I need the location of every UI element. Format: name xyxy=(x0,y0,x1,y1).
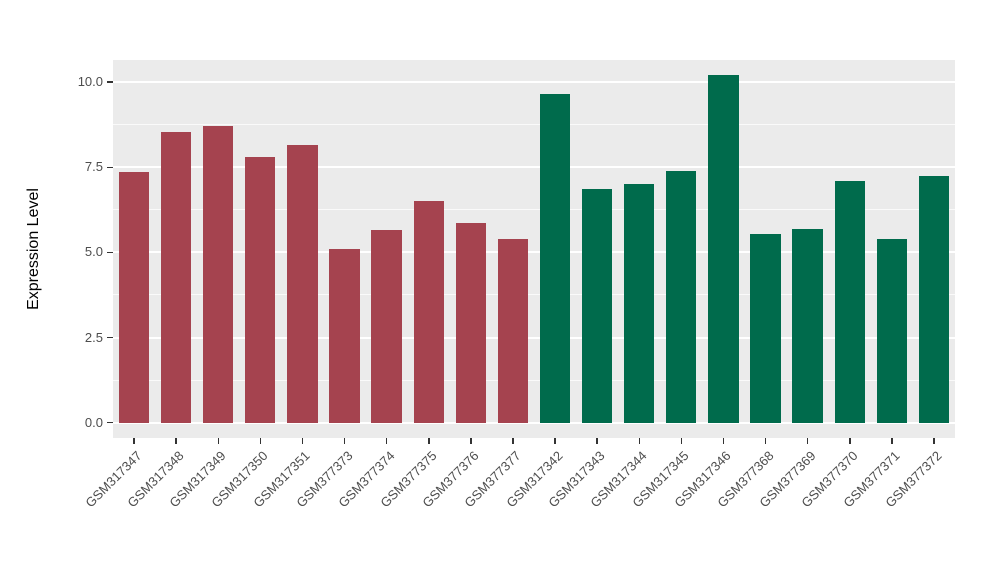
y-tick-label: 10.0 xyxy=(77,74,103,90)
bar-GSM317343 xyxy=(581,189,613,423)
gridline-major xyxy=(113,251,955,254)
gridline-major xyxy=(113,81,955,84)
bar-GSM317349 xyxy=(203,126,234,423)
x-tick-mark xyxy=(343,438,346,444)
x-tick-mark xyxy=(470,438,472,444)
x-tick-mark xyxy=(806,438,809,444)
plot-panel xyxy=(113,60,955,438)
y-tick-label: 7.5 xyxy=(84,159,103,175)
gridline-minor xyxy=(113,124,955,126)
x-tick-mark xyxy=(512,438,514,444)
bar-GSM377374 xyxy=(371,230,402,423)
bar-GSM317342 xyxy=(539,94,571,423)
y-tick-mark xyxy=(107,421,113,424)
bar-GSM377376 xyxy=(455,223,486,423)
x-tick-mark xyxy=(891,438,893,444)
bar-GSM377373 xyxy=(329,249,360,423)
x-tick-mark xyxy=(133,438,135,444)
y-tick-label: 5.0 xyxy=(84,244,103,260)
x-tick-mark xyxy=(301,438,304,444)
y-tick-mark xyxy=(107,251,113,254)
x-tick-mark xyxy=(217,438,219,444)
y-tick-label: 0.0 xyxy=(84,414,103,430)
bar-GSM317351 xyxy=(287,145,318,423)
x-tick-mark xyxy=(385,438,388,444)
bar-GSM317345 xyxy=(666,170,697,423)
bar-GSM377368 xyxy=(750,233,781,423)
bar-GSM377371 xyxy=(876,238,907,423)
y-tick-mark xyxy=(107,166,113,169)
bar-GSM377377 xyxy=(497,238,529,423)
bar-GSM377372 xyxy=(918,175,950,423)
x-tick-mark xyxy=(638,438,640,444)
x-tick-mark xyxy=(596,438,598,444)
gridline-minor xyxy=(113,379,955,381)
x-tick-mark xyxy=(680,438,683,444)
x-tick-mark xyxy=(428,438,430,444)
gridline-major xyxy=(113,421,955,424)
bar-GSM317348 xyxy=(160,131,192,423)
x-tick-mark xyxy=(259,438,262,444)
bar-GSM317350 xyxy=(245,157,276,423)
y-tick-mark xyxy=(107,336,113,339)
gridline-minor xyxy=(113,294,955,296)
bar-GSM317347 xyxy=(118,172,150,423)
x-tick-mark xyxy=(554,438,556,444)
gridline-major xyxy=(113,166,955,169)
gridline-major xyxy=(113,336,955,339)
bar-GSM377375 xyxy=(413,201,444,423)
x-tick-mark xyxy=(933,438,935,444)
gridline-minor xyxy=(113,209,955,211)
bar-GSM317344 xyxy=(624,184,655,423)
x-tick-mark xyxy=(849,438,851,444)
y-tick-label: 2.5 xyxy=(84,329,103,345)
bar-GSM317346 xyxy=(708,75,739,423)
x-tick-mark xyxy=(764,438,767,444)
bar-GSM377369 xyxy=(792,228,823,423)
bar-GSM377370 xyxy=(834,180,865,423)
x-tick-mark xyxy=(722,438,725,444)
x-tick-mark xyxy=(175,438,177,444)
y-tick-mark xyxy=(107,81,113,83)
